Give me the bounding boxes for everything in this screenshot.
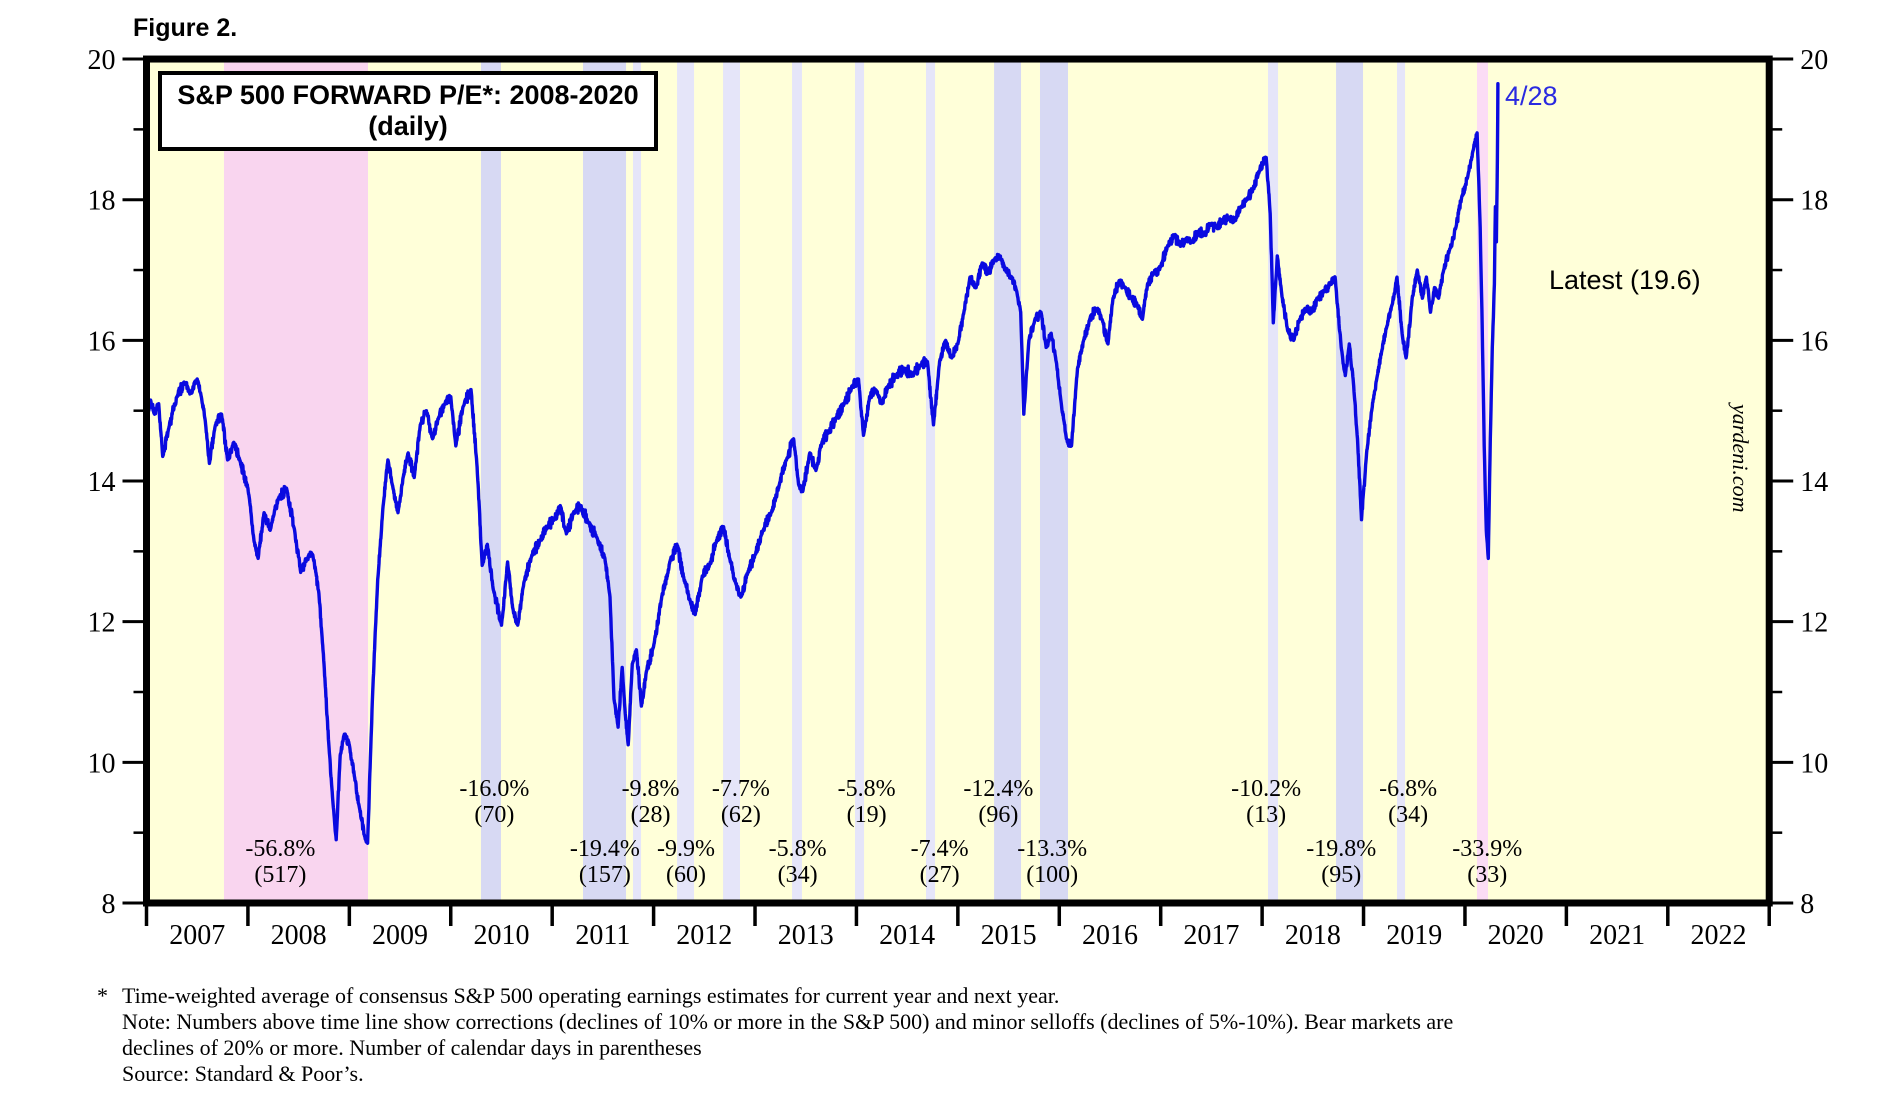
correction-band bbox=[1397, 59, 1406, 904]
correction-band bbox=[480, 59, 501, 904]
y-axis-label-right: 10 bbox=[1800, 748, 1828, 779]
y-axis-label-right: 18 bbox=[1800, 186, 1828, 217]
correction-days-label: (70) bbox=[474, 802, 514, 828]
correction-pct-label: -12.4% bbox=[963, 776, 1033, 802]
x-axis-year-label: 2021 bbox=[1589, 920, 1645, 951]
footnote-line-3: declines of 20% or more. Number of calen… bbox=[122, 1035, 702, 1060]
correction-days-label: (19) bbox=[847, 802, 887, 828]
correction-band bbox=[583, 59, 627, 904]
correction-band bbox=[926, 59, 936, 904]
y-axis-label-right: 16 bbox=[1800, 326, 1828, 357]
y-axis-label-left: 16 bbox=[88, 326, 116, 357]
correction-days-label: (60) bbox=[666, 862, 706, 888]
correction-band bbox=[1040, 59, 1069, 904]
latest-value-label: Latest (19.6) bbox=[1549, 265, 1701, 295]
y-axis-label-left: 18 bbox=[88, 186, 116, 217]
y-axis-label-right: 8 bbox=[1800, 889, 1814, 920]
correction-pct-label: -5.8% bbox=[838, 776, 896, 802]
y-axis-label-left: 20 bbox=[88, 45, 116, 76]
y-axis-label-left: 8 bbox=[102, 889, 116, 920]
footnote-marker: * bbox=[97, 983, 108, 1008]
correction-pct-label: -5.8% bbox=[769, 836, 827, 862]
correction-pct-label: -7.4% bbox=[911, 836, 969, 862]
correction-pct-label: -13.3% bbox=[1017, 836, 1087, 862]
correction-pct-label: -16.0% bbox=[459, 776, 529, 802]
chart-title-box: S&P 500 FORWARD P/E*: 2008-2020 (daily) bbox=[158, 71, 658, 151]
figure-label: Figure 2. bbox=[133, 14, 238, 42]
y-axis-label-right: 14 bbox=[1800, 467, 1828, 498]
x-axis-year-label: 2018 bbox=[1285, 920, 1341, 951]
correction-band bbox=[677, 59, 695, 904]
correction-pct-label: -56.8% bbox=[245, 836, 315, 862]
x-axis-year-label: 2019 bbox=[1386, 920, 1442, 951]
x-axis-year-label: 2008 bbox=[271, 920, 327, 951]
x-axis-year-label: 2011 bbox=[575, 920, 630, 951]
latest-date-label: 4/28 bbox=[1505, 81, 1558, 111]
footnote-line-4: Source: Standard & Poor’s. bbox=[122, 1061, 364, 1086]
correction-days-label: (62) bbox=[721, 802, 761, 828]
correction-pct-label: -33.9% bbox=[1452, 836, 1522, 862]
correction-pct-label: -6.8% bbox=[1379, 776, 1437, 802]
x-axis-year-label: 2016 bbox=[1082, 920, 1138, 951]
watermark-yardeni: yardeni.com bbox=[1728, 404, 1753, 513]
y-axis-label-right: 20 bbox=[1800, 45, 1828, 76]
correction-pct-label: -9.8% bbox=[622, 776, 680, 802]
x-axis-year-label: 2014 bbox=[879, 920, 935, 951]
footnote-line-2: Note: Numbers above time line show corre… bbox=[122, 1009, 1454, 1034]
x-axis-year-label: 2009 bbox=[372, 920, 428, 951]
y-axis-label-left: 10 bbox=[88, 748, 116, 779]
correction-days-label: (28) bbox=[631, 802, 671, 828]
bear-market-band bbox=[223, 59, 369, 904]
correction-band bbox=[994, 59, 1022, 904]
correction-days-label: (157) bbox=[579, 862, 631, 888]
x-axis-year-label: 2020 bbox=[1488, 920, 1544, 951]
plot-background bbox=[146, 59, 1770, 904]
correction-pct-label: -9.9% bbox=[657, 836, 715, 862]
correction-pct-label: -19.4% bbox=[570, 836, 640, 862]
x-axis-year-label: 2022 bbox=[1691, 920, 1747, 951]
correction-band bbox=[633, 59, 642, 904]
pe-line-series bbox=[146, 82, 1500, 845]
correction-days-label: (517) bbox=[254, 862, 306, 888]
correction-days-label: (34) bbox=[1388, 802, 1428, 828]
correction-pct-label: -10.2% bbox=[1231, 776, 1301, 802]
correction-days-label: (100) bbox=[1026, 862, 1078, 888]
correction-days-label: (96) bbox=[978, 802, 1018, 828]
correction-band bbox=[723, 59, 741, 904]
correction-pct-label: -19.8% bbox=[1306, 836, 1376, 862]
x-axis-year-label: 2012 bbox=[676, 920, 732, 951]
correction-days-label: (13) bbox=[1246, 802, 1286, 828]
y-axis-label-left: 14 bbox=[88, 467, 116, 498]
chart-subtitle: (daily) bbox=[368, 111, 448, 141]
chart-title: S&P 500 FORWARD P/E*: 2008-2020 bbox=[177, 80, 639, 110]
bear-market-band bbox=[1477, 59, 1488, 904]
x-axis-year-label: 2007 bbox=[169, 920, 225, 951]
correction-days-label: (34) bbox=[778, 862, 818, 888]
correction-days-label: (33) bbox=[1467, 862, 1507, 888]
x-axis-year-label: 2013 bbox=[778, 920, 834, 951]
correction-band bbox=[1268, 59, 1279, 904]
correction-days-label: (27) bbox=[920, 862, 960, 888]
correction-days-label: (95) bbox=[1321, 862, 1361, 888]
x-axis-year-label: 2015 bbox=[981, 920, 1037, 951]
correction-band bbox=[855, 59, 865, 904]
x-axis-year-label: 2017 bbox=[1183, 920, 1239, 951]
footnote-line-1: Time-weighted average of consensus S&P 5… bbox=[122, 983, 1060, 1008]
y-axis-label-left: 12 bbox=[88, 608, 116, 639]
y-axis-label-right: 12 bbox=[1800, 608, 1828, 639]
correction-pct-label: -7.7% bbox=[712, 776, 770, 802]
x-axis-year-label: 2010 bbox=[473, 920, 529, 951]
